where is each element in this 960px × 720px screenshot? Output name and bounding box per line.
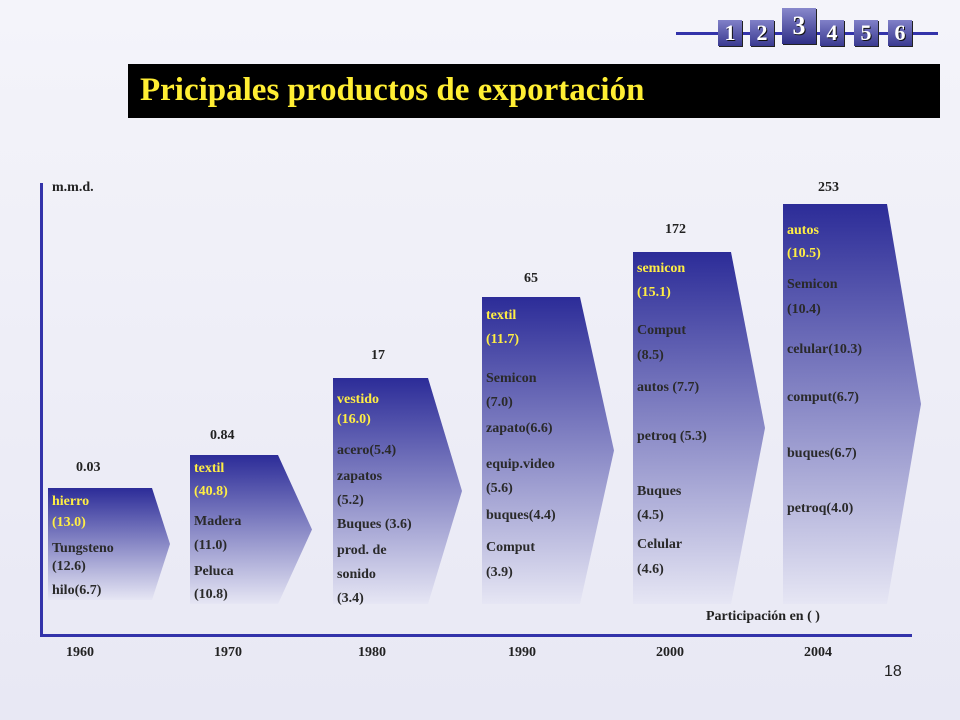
product-label: (10.4) [787, 302, 821, 317]
year-label-1970: 1970 [214, 645, 242, 660]
product-label: prod. de [337, 543, 387, 558]
product-label: sonido [337, 567, 376, 582]
page-number: 18 [884, 663, 902, 680]
bar-2000 [633, 252, 765, 604]
product-label: hilo(6.7) [52, 583, 102, 598]
product-label: textil [486, 308, 517, 323]
product-label: (5.6) [486, 481, 513, 496]
value-label-1990: 65 [524, 271, 538, 286]
value-label-2004: 253 [818, 180, 839, 195]
product-label: zapato(6.6) [486, 421, 553, 436]
value-label-1960: 0.03 [76, 460, 101, 475]
year-label-1990: 1990 [508, 645, 536, 660]
product-label: (3.4) [337, 591, 364, 606]
product-label: Celular [637, 537, 683, 552]
title-band: Pricipales productos de exportación [128, 64, 940, 118]
x-axis [40, 634, 912, 637]
product-label: (11.0) [194, 538, 228, 553]
product-label: (40.8) [194, 484, 228, 499]
value-label-1980: 17 [371, 348, 385, 363]
product-label: acero(5.4) [337, 443, 397, 458]
year-label-2004: 2004 [804, 645, 832, 660]
product-label: (10.5) [787, 246, 821, 261]
year-label-2000: 2000 [656, 645, 684, 660]
bar-shape-2004 [783, 204, 921, 604]
product-label: Buques (3.6) [337, 517, 412, 532]
y-axis [40, 183, 43, 636]
year-label-1980: 1980 [358, 645, 386, 660]
product-label: Buques [637, 484, 682, 499]
bar-1970 [190, 455, 312, 604]
bar-2004 [783, 204, 921, 604]
slide-title: Pricipales productos de exportación [140, 72, 645, 108]
bar-shape-2000 [633, 252, 765, 604]
product-label: Madera [194, 514, 242, 529]
year-label-1960: 1960 [66, 645, 94, 660]
product-label: Semicon [486, 371, 537, 386]
product-label: (4.5) [637, 508, 664, 523]
product-label: Semicon [787, 277, 838, 292]
bar-shape-1980 [333, 378, 462, 604]
product-label: petroq (5.3) [637, 429, 707, 444]
nav-page-5[interactable]: 5 [854, 20, 878, 46]
product-label: (16.0) [337, 412, 371, 427]
product-label: Tungsteno [52, 541, 114, 556]
product-label: (5.2) [337, 493, 364, 508]
product-label: Comput [486, 540, 536, 555]
y-axis-unit-label: m.m.d. [52, 180, 94, 195]
nav-page-3-active[interactable]: 3 [782, 8, 816, 44]
product-label: (12.6) [52, 559, 86, 574]
product-label: (7.0) [486, 395, 513, 410]
product-label: vestido [337, 392, 379, 407]
value-label-2000: 172 [665, 222, 686, 237]
participation-note: Participación en ( ) [706, 609, 820, 624]
product-label: (4.6) [637, 562, 664, 577]
product-label: buques(6.7) [787, 446, 857, 461]
product-label: (13.0) [52, 515, 86, 530]
product-label: (3.9) [486, 565, 513, 580]
bar-1960 [48, 488, 170, 600]
product-label: (11.7) [486, 332, 520, 347]
product-label: (10.8) [194, 587, 228, 602]
product-label: (8.5) [637, 348, 664, 363]
nav-page-6[interactable]: 6 [888, 20, 912, 46]
product-label: zapatos [337, 469, 383, 484]
product-label: semicon [637, 261, 686, 276]
bar-1980 [333, 378, 462, 604]
value-label-1970: 0.84 [210, 428, 235, 443]
product-label: Comput [637, 323, 687, 338]
product-label: comput(6.7) [787, 390, 859, 405]
product-label: equip.video [486, 457, 555, 472]
product-label: buques(4.4) [486, 508, 556, 523]
product-label: hierro [52, 494, 90, 509]
bar-shape-1990 [482, 297, 614, 604]
bar-shape-1970 [190, 455, 312, 604]
product-label: (15.1) [637, 285, 671, 300]
product-label: autos (7.7) [637, 380, 700, 395]
product-label: textil [194, 461, 225, 476]
nav-page-4[interactable]: 4 [820, 20, 844, 46]
product-label: autos [787, 223, 819, 238]
product-label: petroq(4.0) [787, 501, 854, 516]
bar-1990 [482, 297, 614, 604]
bar-shape-1960 [48, 488, 170, 600]
product-label: celular(10.3) [787, 342, 863, 357]
nav-page-1[interactable]: 1 [718, 20, 742, 46]
product-label: Peluca [194, 564, 234, 579]
nav-page-2[interactable]: 2 [750, 20, 774, 46]
